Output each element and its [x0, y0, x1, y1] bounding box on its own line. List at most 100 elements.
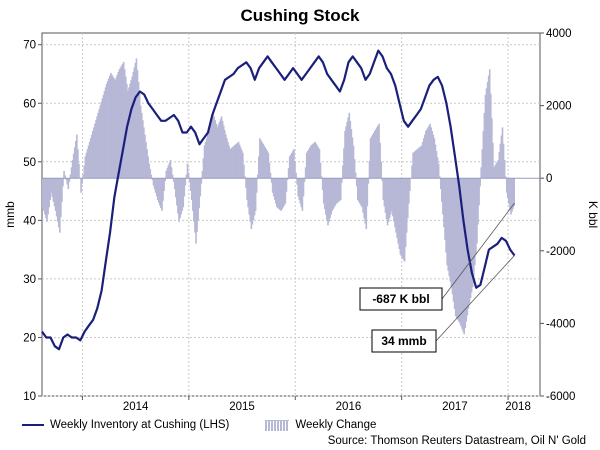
weekly-change-bar — [469, 178, 472, 298]
weekly-change-bar — [386, 178, 389, 226]
weekly-change-bar — [399, 178, 402, 255]
weekly-change-bar — [113, 78, 115, 179]
weekly-change-bar — [378, 123, 380, 179]
weekly-change-bar — [53, 178, 56, 207]
weekly-change-bar — [178, 178, 180, 222]
weekly-change-bar — [392, 178, 394, 217]
callout-label-change: -687 K bbl — [372, 292, 429, 306]
weekly-change-bar — [256, 174, 259, 179]
weekly-change-bar — [66, 178, 69, 185]
weekly-change-bar — [115, 77, 118, 179]
weekly-change-bar — [495, 163, 497, 179]
weekly-change-bar — [213, 116, 215, 179]
weekly-change-bar — [334, 178, 337, 206]
y-right-tick-label: 4000 — [546, 28, 572, 40]
weekly-change-bar — [504, 176, 507, 179]
weekly-change-bar — [493, 167, 495, 179]
weekly-change-bar — [142, 120, 144, 179]
weekly-change-bar — [187, 172, 190, 179]
weekly-change-bar — [353, 159, 356, 179]
weekly-change-bar — [318, 149, 321, 179]
legend-label-inventory: Weekly Inventory at Cushing (LHS) — [50, 419, 230, 431]
weekly-change-bar — [472, 178, 475, 277]
weekly-change-bar — [202, 158, 205, 179]
weekly-change-bar — [454, 178, 457, 317]
weekly-change-bar — [62, 178, 64, 187]
weekly-change-bar — [397, 178, 400, 244]
weekly-change-bar — [248, 178, 251, 215]
weekly-change-bar — [84, 156, 87, 179]
weekly-change-bar — [198, 178, 201, 209]
weekly-change-bar — [398, 178, 401, 249]
weekly-change-bar — [359, 178, 361, 204]
weekly-change-bar — [345, 126, 347, 179]
weekly-change-bar — [394, 178, 396, 228]
weekly-change-bar — [455, 178, 458, 318]
weekly-change-bar — [347, 117, 349, 179]
weekly-change-bar — [451, 178, 454, 295]
weekly-change-bar — [166, 168, 169, 179]
weekly-change-bar — [110, 72, 112, 179]
weekly-change-bar — [129, 83, 131, 179]
weekly-change-bar — [467, 178, 470, 309]
weekly-change-bar — [229, 149, 231, 179]
weekly-change-bar — [461, 178, 463, 329]
weekly-change-bar — [54, 178, 57, 211]
weekly-change-bar — [280, 178, 282, 211]
weekly-change-bar — [118, 69, 121, 179]
weekly-change-bar — [470, 178, 473, 293]
weekly-change-bar — [363, 178, 365, 219]
weekly-change-bar — [271, 178, 274, 193]
weekly-change-bar — [443, 178, 445, 228]
x-tick-label: 2017 — [442, 401, 468, 413]
weekly-change-bar — [393, 178, 395, 222]
weekly-change-bar — [371, 134, 374, 179]
weekly-change-bar — [201, 170, 204, 179]
weekly-change-bar — [295, 172, 297, 179]
weekly-change-bar — [99, 105, 102, 179]
weekly-change-bar — [477, 178, 479, 225]
weekly-change-bar — [61, 178, 63, 202]
weekly-change-bar — [102, 94, 105, 179]
weekly-change-bar — [422, 138, 425, 179]
weekly-change-bar — [100, 101, 103, 179]
weekly-change-bar — [164, 178, 166, 181]
weekly-change-bar — [97, 112, 99, 179]
weekly-change-bar — [223, 130, 226, 179]
weekly-change-bar — [130, 80, 132, 179]
weekly-change-bar — [195, 178, 197, 244]
weekly-change-bar — [497, 160, 500, 179]
weekly-change-bar — [193, 178, 195, 222]
weekly-change-bar — [460, 178, 462, 327]
weekly-change-bar — [355, 178, 358, 187]
weekly-change-bar — [140, 112, 143, 179]
weekly-change-bar — [133, 67, 136, 179]
weekly-change-bar — [151, 178, 154, 181]
weekly-change-bar — [65, 178, 68, 181]
weekly-change-bar — [426, 129, 428, 179]
y-left-tick-label: 30 — [23, 274, 36, 286]
weekly-change-bar — [263, 145, 265, 179]
weekly-change-bar — [264, 147, 266, 179]
weekly-change-bar — [475, 178, 477, 255]
weekly-change-bar — [60, 178, 62, 218]
weekly-change-bar — [492, 142, 494, 179]
weekly-change-bar — [329, 178, 331, 219]
weekly-change-bar — [69, 174, 72, 179]
y-right-tick-label: -6000 — [546, 391, 575, 403]
weekly-change-bar — [503, 160, 506, 179]
weekly-change-bar — [448, 178, 451, 277]
weekly-change-bar — [149, 169, 152, 179]
weekly-change-bar — [285, 178, 288, 192]
weekly-change-bar — [184, 178, 187, 186]
weekly-change-bar — [104, 87, 107, 179]
weekly-change-bar — [86, 149, 89, 179]
legend-label-change: Weekly Change — [295, 419, 377, 431]
weekly-change-bar — [416, 149, 419, 179]
weekly-change-bar — [246, 178, 248, 200]
weekly-change-bar — [402, 178, 405, 260]
weekly-change-bar — [483, 112, 486, 179]
weekly-change-bar — [352, 145, 355, 179]
weekly-change-bar — [384, 178, 387, 213]
